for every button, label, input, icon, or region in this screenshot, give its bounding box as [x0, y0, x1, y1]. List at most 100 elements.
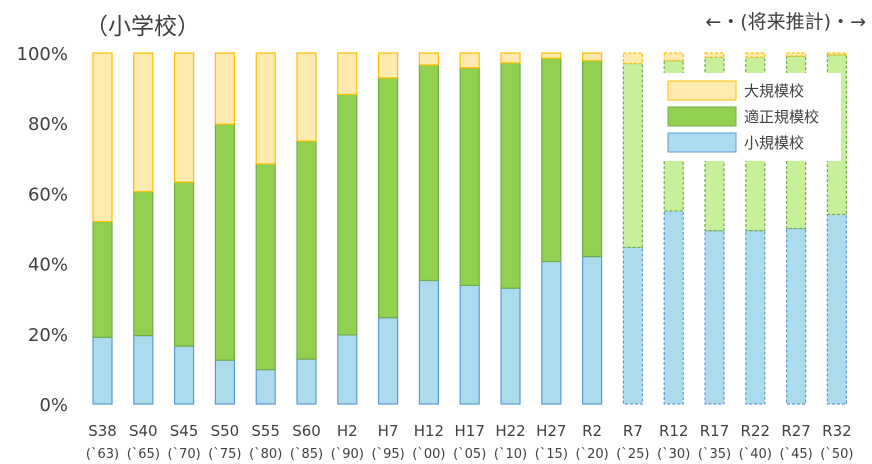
- x-tick-label: S38: [88, 422, 117, 440]
- bar-segment-3: [418, 52, 439, 66]
- bar-segment-3: [337, 52, 358, 96]
- x-tick-label: H2: [337, 422, 358, 440]
- x-tick-label: R17: [700, 422, 730, 440]
- x-tick-label: R7: [623, 422, 643, 440]
- y-tick-label: 60%: [28, 184, 68, 205]
- bar-segment-1: [92, 336, 113, 405]
- bar-segment-2: [296, 140, 317, 360]
- x-tick-label: S60: [292, 422, 321, 440]
- bar-segment-1: [785, 227, 807, 405]
- x-tick-sublabel: (`10): [494, 447, 527, 462]
- x-tick-sublabel: (`45): [780, 447, 813, 462]
- bar-segment-1: [459, 284, 480, 405]
- bar-segment-1: [133, 334, 154, 405]
- x-tick-label: H7: [378, 422, 399, 440]
- x-tick-label: S40: [129, 422, 158, 440]
- bar-segment-3: [541, 52, 562, 59]
- x-axis: S38 (`63) S40 (`65) S45 (`70) S50 (`75) S55 (`80)…: [86, 422, 854, 462]
- x-tick-sublabel: (`05): [453, 447, 486, 462]
- legend-label: 小規模校: [744, 134, 804, 152]
- legend-label: 大規模校: [744, 82, 804, 100]
- x-tick-sublabel: (`70): [168, 447, 201, 462]
- bar-segment-2: [500, 62, 521, 289]
- x-tick-label: R22: [741, 422, 771, 440]
- legend-label: 適正規模校: [744, 108, 819, 126]
- y-tick-label: 80%: [28, 114, 68, 135]
- bar-segment-1: [337, 334, 358, 405]
- x-tick-sublabel: (`65): [127, 447, 160, 462]
- bar-segment-3: [500, 52, 521, 64]
- bar-segment-1: [378, 317, 399, 405]
- bar-segment-3: [826, 52, 848, 56]
- bar-segment-2: [255, 163, 276, 371]
- bar-segment-3: [378, 52, 399, 79]
- bar-segment-2: [541, 57, 562, 263]
- x-tick-label: H12: [414, 422, 444, 440]
- x-tick-label: S50: [211, 422, 240, 440]
- bar-segment-2: [622, 62, 644, 249]
- x-tick-sublabel: (`50): [820, 447, 853, 462]
- y-axis: 0% 20% 40% 60% 80% 100%: [17, 44, 68, 416]
- bar-segment-3: [785, 52, 807, 57]
- y-tick-label: 40%: [28, 255, 68, 276]
- bar-segment-1: [296, 358, 317, 405]
- legend-swatch: [667, 132, 737, 153]
- bar-segment-1: [663, 210, 684, 405]
- bar-segment-3: [622, 52, 644, 65]
- legend-swatch: [667, 106, 737, 127]
- bar-segment-1: [541, 260, 562, 405]
- x-tick-sublabel: (`95): [372, 447, 405, 462]
- projection-annotation: ←・(将来推計)・→: [705, 11, 866, 33]
- x-tick-label: H17: [455, 422, 485, 440]
- bar-segment-3: [92, 52, 113, 223]
- chart-title: （小学校）: [85, 14, 200, 40]
- legend-swatch: [667, 80, 737, 101]
- bar-segment-1: [826, 213, 848, 405]
- bar-segment-1: [500, 287, 521, 405]
- x-tick-sublabel: (`90): [331, 447, 364, 462]
- y-tick-label: 20%: [28, 325, 68, 346]
- bar-segment-1: [418, 279, 439, 405]
- x-tick-sublabel: (`35): [698, 447, 731, 462]
- bar-segment-3: [581, 52, 603, 62]
- bar-segment-1: [174, 345, 195, 405]
- x-tick-sublabel: (`40): [739, 447, 772, 462]
- bar-segment-3: [745, 52, 766, 58]
- bar-segment-3: [133, 52, 154, 193]
- bar-segment-1: [255, 369, 276, 405]
- x-tick-label: H22: [495, 422, 525, 440]
- x-tick-label: R12: [659, 422, 689, 440]
- bar-segment-2: [581, 60, 603, 258]
- bar-segment-3: [663, 52, 684, 62]
- bar-segment-1: [745, 230, 766, 405]
- bar-segment-3: [255, 52, 276, 165]
- x-tick-sublabel: (`25): [616, 447, 649, 462]
- bar-segment-3: [704, 52, 725, 58]
- bar-segment-2: [459, 67, 480, 286]
- y-tick-label: 0%: [39, 395, 68, 416]
- x-tick-sublabel: (`63): [86, 447, 119, 462]
- x-tick-sublabel: (`85): [290, 447, 323, 462]
- x-tick-label: H27: [536, 422, 566, 440]
- bar-segment-1: [581, 255, 603, 405]
- bar-segment-2: [418, 64, 439, 282]
- bar-segment-1: [704, 230, 725, 405]
- x-tick-sublabel: (`30): [657, 447, 690, 462]
- bar-segment-1: [622, 246, 644, 405]
- bar-segment-2: [92, 220, 113, 338]
- bar-segment-2: [214, 123, 235, 361]
- x-tick-label: R2: [582, 422, 602, 440]
- x-tick-sublabel: (`80): [249, 447, 282, 462]
- x-tick-sublabel: (`00): [412, 447, 445, 462]
- bar-segment-3: [459, 52, 480, 69]
- bar-segment-3: [214, 52, 235, 125]
- bar-segment-2: [378, 77, 399, 319]
- bar-segment-2: [133, 191, 154, 337]
- bar-segment-1: [214, 359, 235, 405]
- x-tick-label: S55: [251, 422, 280, 440]
- x-tick-label: R27: [781, 422, 811, 440]
- x-tick-label: S45: [170, 422, 199, 440]
- bar-segment-2: [337, 93, 358, 336]
- x-tick-label: R32: [822, 422, 852, 440]
